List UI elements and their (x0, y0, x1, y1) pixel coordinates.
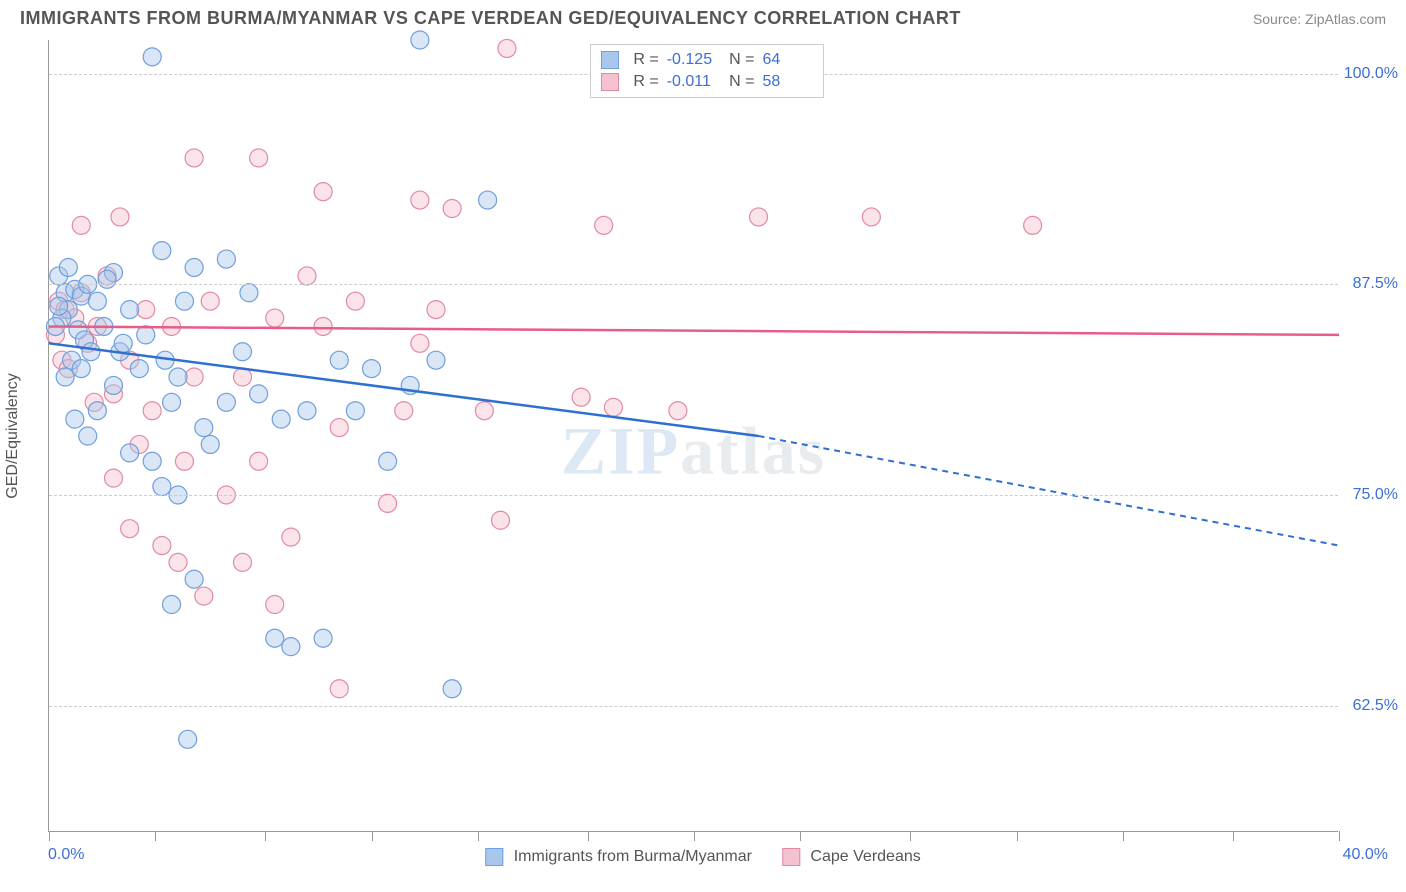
x-tick (694, 831, 695, 841)
y-tick-label: 100.0% (1343, 65, 1398, 83)
chart-svg (49, 40, 1339, 832)
x-tick (1339, 831, 1340, 841)
y-tick-label: 62.5% (1343, 697, 1398, 715)
legend-row: R = -0.125 N = 64 (601, 49, 812, 71)
x-tick (265, 831, 266, 841)
legend-swatch-b (782, 848, 800, 866)
legend-swatch-a (485, 848, 503, 866)
legend-item-a: Immigrants from Burma/Myanmar (485, 848, 752, 866)
x-tick (588, 831, 589, 841)
x-tick (1017, 831, 1018, 841)
chart-area: ZIPatlas 100.0%87.5%75.0%62.5% GED/Equiv… (48, 40, 1338, 832)
y-tick-label: 75.0% (1343, 486, 1398, 504)
x-tick (478, 831, 479, 841)
x-tick (372, 831, 373, 841)
y-tick-label: 87.5% (1343, 275, 1398, 293)
x-tick (800, 831, 801, 841)
x-tick (49, 831, 50, 841)
x-axis-max-label: 40.0% (1343, 846, 1388, 864)
x-tick (1123, 831, 1124, 841)
y-axis-label: GED/Equivalency (4, 373, 22, 498)
legend-item-b: Cape Verdeans (782, 848, 921, 866)
gridline (49, 284, 1338, 285)
gridline (49, 495, 1338, 496)
correlation-legend: R = -0.125 N = 64R = -0.011 N = 58 (590, 44, 823, 98)
chart-title: IMMIGRANTS FROM BURMA/MYANMAR VS CAPE VE… (20, 8, 961, 29)
x-axis-min-label: 0.0% (48, 846, 84, 864)
source-label: Source: ZipAtlas.com (1253, 11, 1386, 27)
legend-label-a: Immigrants from Burma/Myanmar (514, 848, 752, 865)
x-tick (910, 831, 911, 841)
x-tick (1233, 831, 1234, 841)
legend-label-b: Cape Verdeans (810, 848, 920, 865)
series-legend: Immigrants from Burma/Myanmar Cape Verde… (485, 848, 920, 866)
plot-area: ZIPatlas 100.0%87.5%75.0%62.5% (49, 40, 1338, 831)
x-tick (155, 831, 156, 841)
gridline (49, 706, 1338, 707)
legend-row: R = -0.011 N = 58 (601, 71, 812, 93)
